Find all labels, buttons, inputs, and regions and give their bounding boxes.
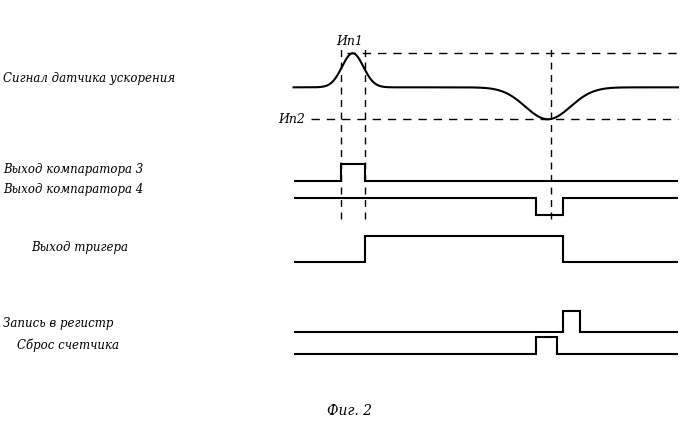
Text: Сброс счетчика: Сброс счетчика [17,339,120,352]
Text: Запись в регистр: Запись в регистр [3,317,114,330]
Text: Сигнал датчика ускорения: Сигнал датчика ускорения [3,72,175,85]
Text: Ип2: Ип2 [278,113,305,126]
Text: Выход тригера: Выход тригера [31,241,129,254]
Text: Фиг. 2: Фиг. 2 [327,404,372,418]
Text: Ип1: Ип1 [336,35,363,48]
Text: Выход компаратора 3: Выход компаратора 3 [3,163,144,176]
Text: Выход компаратора 4: Выход компаратора 4 [3,183,144,196]
